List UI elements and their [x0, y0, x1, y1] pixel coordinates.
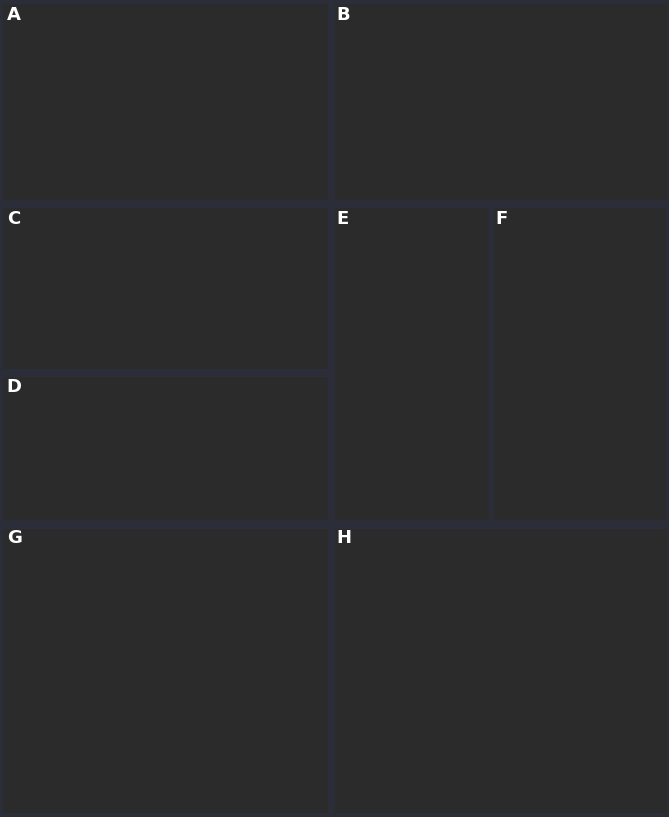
Text: D: D — [7, 378, 21, 396]
Text: B: B — [337, 6, 350, 24]
Text: E: E — [337, 210, 349, 228]
Text: G: G — [7, 529, 21, 547]
Text: F: F — [496, 210, 508, 228]
Text: H: H — [337, 529, 351, 547]
Text: A: A — [7, 6, 21, 24]
Text: C: C — [7, 210, 20, 228]
